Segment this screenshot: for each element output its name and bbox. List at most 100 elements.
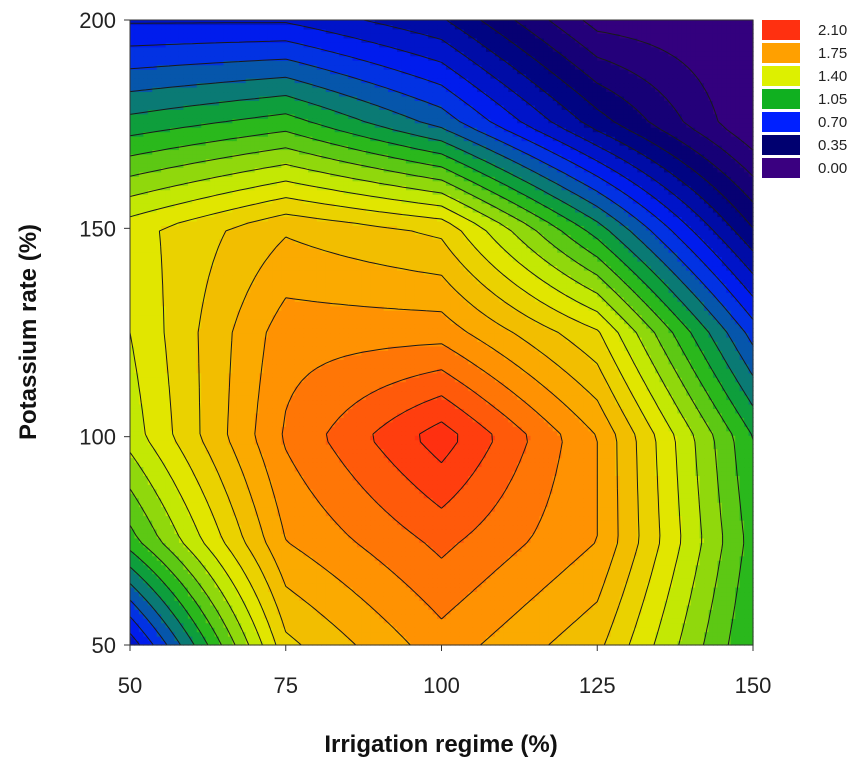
contour-cell bbox=[383, 560, 389, 566]
contour-cell bbox=[330, 555, 336, 561]
contour-cell bbox=[646, 569, 652, 575]
contour-cell bbox=[517, 564, 523, 570]
contour-cell bbox=[147, 555, 153, 561]
contour-cell bbox=[708, 551, 714, 557]
contour-cell bbox=[445, 506, 451, 512]
contour-cell bbox=[744, 618, 750, 624]
contour-cell bbox=[646, 497, 652, 503]
contour-cell bbox=[227, 622, 233, 628]
contour-cell bbox=[592, 555, 598, 561]
contour-cell bbox=[276, 560, 282, 566]
contour-cell bbox=[152, 586, 158, 593]
contour-cell bbox=[641, 609, 647, 615]
contour-cell bbox=[477, 622, 483, 628]
contour-cell bbox=[294, 569, 300, 575]
contour-cell bbox=[361, 515, 367, 521]
contour-cell bbox=[414, 551, 420, 557]
contour-cell bbox=[699, 636, 705, 642]
contour-cell bbox=[632, 591, 638, 597]
contour-cell bbox=[712, 586, 718, 593]
contour-cell bbox=[232, 528, 238, 534]
contour-cell bbox=[312, 546, 318, 552]
contour-cell bbox=[348, 488, 354, 494]
contour-cell bbox=[632, 502, 638, 508]
contour-cell bbox=[445, 488, 451, 494]
contour-cell bbox=[481, 502, 487, 508]
contour-cell bbox=[299, 573, 305, 579]
contour-cell bbox=[356, 573, 362, 579]
contour-cell bbox=[138, 613, 144, 619]
contour-cell bbox=[477, 591, 483, 597]
contour-cell bbox=[606, 560, 612, 566]
contour-cell bbox=[539, 533, 545, 539]
contour-cell bbox=[227, 560, 233, 566]
contour-cell bbox=[267, 573, 273, 579]
contour-cell bbox=[445, 515, 451, 521]
contour-cell bbox=[374, 586, 380, 593]
contour-cell bbox=[650, 502, 656, 508]
contour-cell bbox=[259, 636, 265, 642]
contour-cell bbox=[165, 613, 171, 619]
contour-cell bbox=[303, 640, 309, 646]
contour-cell bbox=[285, 604, 291, 610]
contour-cell bbox=[445, 546, 451, 552]
contour-cell bbox=[454, 564, 460, 570]
contour-cell bbox=[686, 528, 692, 534]
contour-cell bbox=[503, 546, 509, 552]
contour-cell bbox=[285, 488, 291, 494]
contour-cell bbox=[503, 640, 509, 646]
contour-cell bbox=[579, 609, 585, 615]
contour-cell bbox=[187, 506, 193, 512]
contour-cell bbox=[650, 640, 656, 646]
contour-cell bbox=[655, 627, 661, 633]
contour-cell bbox=[134, 546, 140, 552]
contour-cell bbox=[695, 622, 701, 628]
contour-cell bbox=[397, 609, 403, 615]
contour-cell bbox=[437, 586, 443, 593]
contour-cell bbox=[530, 533, 536, 539]
contour-cell bbox=[521, 600, 527, 606]
contour-cell bbox=[735, 511, 741, 517]
contour-cell bbox=[272, 524, 278, 530]
contour-cell bbox=[730, 582, 736, 588]
contour-cell bbox=[681, 497, 687, 503]
contour-cell bbox=[481, 551, 487, 557]
contour-cell bbox=[477, 537, 483, 543]
contour-cell bbox=[152, 582, 158, 588]
contour-cell bbox=[263, 502, 269, 508]
contour-cell bbox=[352, 555, 358, 561]
contour-cell bbox=[606, 564, 612, 570]
contour-cell bbox=[259, 582, 265, 588]
contour-cell bbox=[214, 569, 220, 575]
contour-cell bbox=[401, 493, 407, 499]
contour-cell bbox=[597, 511, 603, 517]
contour-cell bbox=[521, 528, 527, 534]
contour-cell bbox=[388, 604, 394, 610]
contour-cell bbox=[561, 618, 567, 624]
contour-cell bbox=[668, 591, 674, 597]
contour-cell bbox=[267, 515, 273, 521]
contour-cell bbox=[534, 627, 540, 633]
contour-cell bbox=[414, 586, 420, 593]
contour-cell bbox=[361, 578, 367, 584]
contour-cell bbox=[641, 640, 647, 646]
contour-cell bbox=[290, 591, 296, 597]
contour-cell bbox=[352, 591, 358, 597]
contour-cell bbox=[156, 560, 162, 566]
contour-cell bbox=[192, 564, 198, 570]
contour-cell bbox=[748, 582, 754, 588]
contour-cell bbox=[521, 578, 527, 584]
contour-cell bbox=[330, 515, 336, 521]
contour-cell bbox=[530, 502, 536, 508]
contour-cell bbox=[588, 497, 594, 503]
contour-cell bbox=[285, 502, 291, 508]
contour-cell bbox=[285, 582, 291, 588]
contour-cell bbox=[748, 551, 754, 557]
contour-cell bbox=[561, 515, 567, 521]
contour-cell bbox=[321, 502, 327, 508]
contour-cell bbox=[401, 542, 407, 548]
contour-cell bbox=[686, 622, 692, 628]
contour-cell bbox=[499, 613, 505, 619]
contour-cell bbox=[414, 488, 420, 494]
contour-cell bbox=[601, 631, 607, 637]
